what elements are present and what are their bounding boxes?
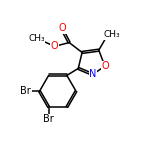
Text: Br: Br (21, 86, 31, 96)
Text: N: N (89, 69, 96, 79)
Text: O: O (51, 41, 59, 51)
Text: O: O (101, 61, 109, 71)
Text: O: O (59, 23, 66, 33)
Text: CH₃: CH₃ (103, 30, 120, 40)
Text: CH₃: CH₃ (28, 34, 45, 43)
Text: Br: Br (43, 114, 54, 124)
